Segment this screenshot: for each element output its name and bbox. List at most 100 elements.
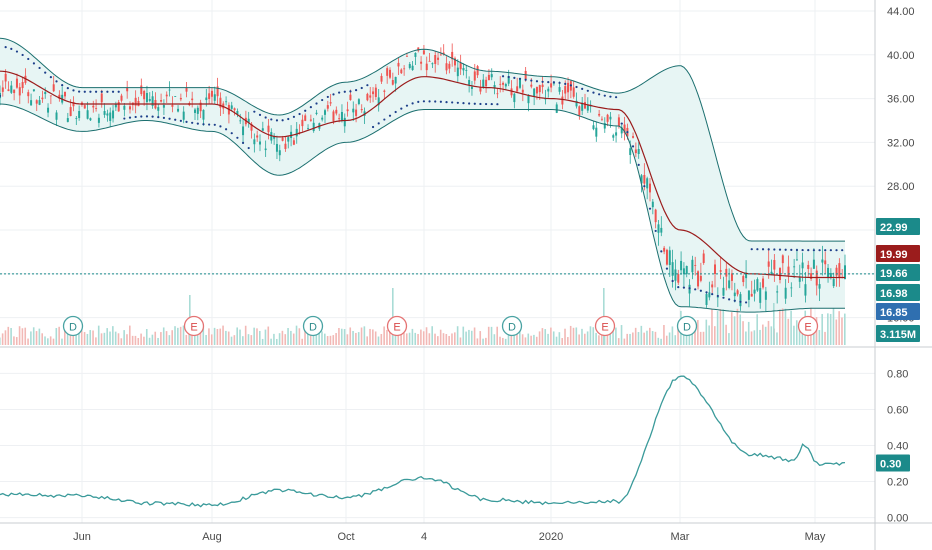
time-tick-label: May xyxy=(805,531,826,543)
candle xyxy=(465,65,468,79)
volume-bar xyxy=(502,337,504,345)
candle xyxy=(123,102,126,117)
candle-body xyxy=(595,127,598,137)
candle xyxy=(555,102,558,114)
volume-bar xyxy=(719,309,722,345)
price-label-badge: 22.99 xyxy=(876,218,920,235)
candle xyxy=(747,290,750,308)
volume-bar xyxy=(191,327,193,345)
candle-body xyxy=(292,140,295,145)
volume-bar xyxy=(210,334,213,345)
candle-body xyxy=(767,261,770,267)
candle xyxy=(649,178,651,202)
event-marker-e[interactable]: E xyxy=(183,315,205,337)
event-marker-d[interactable]: D xyxy=(501,315,523,337)
time-tick-label: Mar xyxy=(671,531,690,543)
candle xyxy=(386,66,389,84)
candle-body xyxy=(812,259,815,269)
candle xyxy=(793,258,796,279)
candle xyxy=(824,251,827,274)
event-marker-d[interactable]: D xyxy=(62,315,84,337)
candle-body xyxy=(275,144,278,152)
candle xyxy=(208,85,211,104)
volume-bar xyxy=(657,337,660,345)
candle-body xyxy=(465,70,468,71)
candle-body xyxy=(482,79,485,87)
candle-body xyxy=(691,259,694,273)
event-marker-d[interactable]: D xyxy=(302,315,324,337)
candle-body xyxy=(479,86,482,92)
volume-bar xyxy=(479,331,482,345)
sar-dot xyxy=(106,90,109,93)
volume-bar xyxy=(100,333,103,345)
candle-body xyxy=(745,272,748,279)
candle-body xyxy=(196,107,199,114)
sar-dot xyxy=(151,115,154,118)
candle xyxy=(287,135,290,149)
volume-bar xyxy=(129,325,131,345)
candle-body xyxy=(47,107,50,113)
candle-body xyxy=(49,95,52,97)
candle xyxy=(199,99,202,119)
volume-bar xyxy=(261,338,264,345)
candle-body xyxy=(284,143,287,149)
sar-dot xyxy=(445,100,448,104)
event-marker-e[interactable]: E xyxy=(386,315,408,337)
sar-dot xyxy=(304,109,307,112)
volume-bar xyxy=(637,332,640,345)
volume-bar xyxy=(770,326,773,345)
sar-dot xyxy=(326,95,329,99)
candle xyxy=(179,93,182,102)
candle-body xyxy=(208,93,211,100)
volume-bar xyxy=(403,332,405,345)
volume-bar xyxy=(586,331,589,345)
volume-bar xyxy=(544,329,547,345)
volume-bar xyxy=(281,330,284,345)
volume-bar xyxy=(295,325,298,345)
sar-dot xyxy=(620,122,623,125)
candle xyxy=(216,77,219,105)
volume-bar xyxy=(372,329,374,345)
candle xyxy=(612,133,615,141)
candle xyxy=(143,89,146,106)
candle xyxy=(219,92,222,116)
candle xyxy=(711,280,714,294)
candle xyxy=(408,62,411,70)
candle xyxy=(182,106,185,124)
candle-body xyxy=(408,64,411,68)
volume-bar xyxy=(629,333,631,345)
event-marker-e[interactable]: E xyxy=(797,315,819,337)
candle-body xyxy=(177,108,180,112)
event-marker-d[interactable]: D xyxy=(676,315,698,337)
volume-bar xyxy=(496,326,498,345)
candle xyxy=(377,88,380,112)
sar-dot xyxy=(603,94,606,97)
volume-bar xyxy=(61,338,63,345)
sar-dot xyxy=(360,86,363,90)
volume-bar xyxy=(182,325,185,345)
volume-bar xyxy=(137,337,140,345)
candle xyxy=(83,104,86,109)
candle xyxy=(114,101,117,112)
sar-dot xyxy=(722,296,725,299)
price-tick-label: 36.00 xyxy=(887,94,915,106)
sar-dot xyxy=(451,101,454,104)
candle-body xyxy=(321,117,324,120)
candle-body xyxy=(335,109,338,114)
candle-body xyxy=(380,75,383,82)
volume-bar xyxy=(408,332,411,345)
volume-bar xyxy=(476,338,479,345)
candle xyxy=(177,105,180,113)
candle-body xyxy=(680,260,683,271)
sar-dot xyxy=(230,132,233,135)
candle-body xyxy=(448,63,451,69)
event-marker-e[interactable]: E xyxy=(594,315,616,337)
volume-bar xyxy=(626,333,628,345)
candle xyxy=(126,80,129,99)
volume-bar xyxy=(267,326,270,345)
candle xyxy=(776,285,779,304)
candle-body xyxy=(646,178,649,189)
volume-bar xyxy=(756,314,758,345)
candle xyxy=(120,93,123,103)
candle xyxy=(434,51,437,73)
